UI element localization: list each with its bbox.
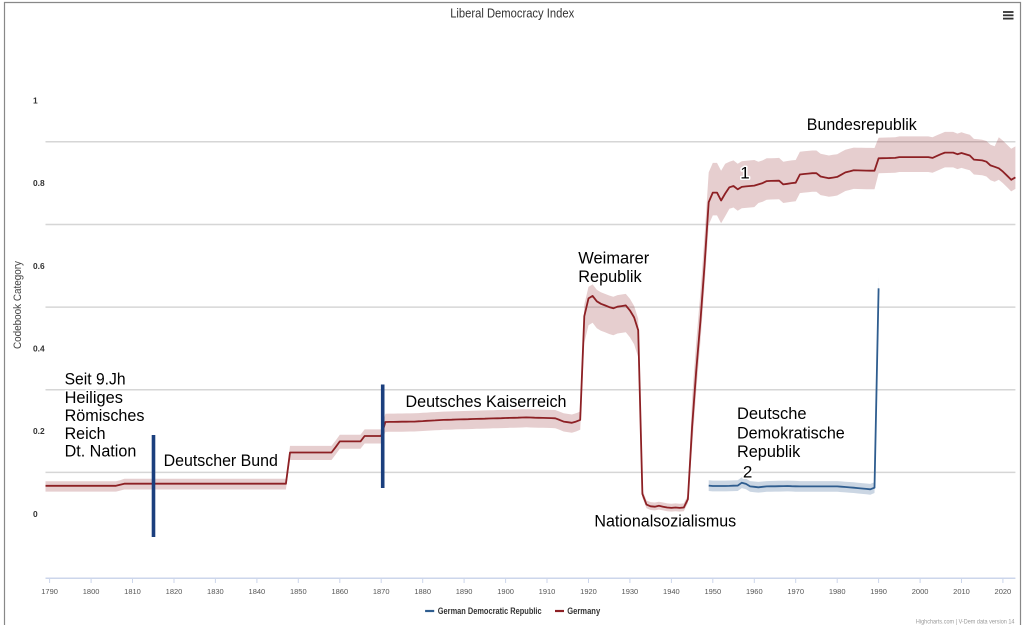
svg-text:Codebook Category: Codebook Category <box>12 261 24 349</box>
svg-text:1800: 1800 <box>83 587 100 596</box>
svg-text:Römisches: Römisches <box>65 406 145 425</box>
svg-text:1960: 1960 <box>746 587 763 596</box>
svg-text:German Democratic Republic: German Democratic Republic <box>438 606 542 616</box>
svg-text:Liberal Democracy Index: Liberal Democracy Index <box>450 7 575 21</box>
svg-text:1890: 1890 <box>456 587 473 596</box>
svg-text:Dt. Nation: Dt. Nation <box>65 441 137 460</box>
svg-text:2020: 2020 <box>995 587 1012 596</box>
svg-text:Germany: Germany <box>567 606 600 616</box>
svg-text:1940: 1940 <box>663 587 680 596</box>
svg-text:1900: 1900 <box>497 587 514 596</box>
svg-text:2: 2 <box>743 463 752 482</box>
svg-text:Seit 9.Jh: Seit 9.Jh <box>65 370 126 389</box>
svg-text:1980: 1980 <box>829 587 846 596</box>
svg-text:Deutscher Bund: Deutscher Bund <box>164 451 278 470</box>
svg-text:1860: 1860 <box>331 587 348 596</box>
svg-text:0.8: 0.8 <box>33 178 45 188</box>
svg-text:1790: 1790 <box>41 587 58 596</box>
svg-text:0.4: 0.4 <box>33 344 45 354</box>
svg-text:Republik: Republik <box>578 267 642 286</box>
svg-text:Highcharts.com | V-Dem data ve: Highcharts.com | V-Dem data version 14 <box>916 619 1015 626</box>
svg-text:Deutsches Kaiserreich: Deutsches Kaiserreich <box>406 392 567 411</box>
svg-text:2000: 2000 <box>912 587 929 596</box>
svg-text:1920: 1920 <box>580 587 597 596</box>
svg-text:1810: 1810 <box>124 587 141 596</box>
svg-text:1910: 1910 <box>539 587 556 596</box>
svg-text:1830: 1830 <box>207 587 224 596</box>
svg-text:1950: 1950 <box>704 587 721 596</box>
svg-text:1970: 1970 <box>787 587 804 596</box>
svg-text:Reich: Reich <box>65 424 106 443</box>
svg-text:Deutsche: Deutsche <box>737 404 807 423</box>
svg-text:0.2: 0.2 <box>33 426 45 436</box>
svg-text:Heiliges: Heiliges <box>65 388 123 407</box>
svg-text:1: 1 <box>740 164 749 183</box>
svg-text:Nationalsozialismus: Nationalsozialismus <box>594 512 736 531</box>
svg-text:Demokratische: Demokratische <box>737 424 845 443</box>
svg-text:1820: 1820 <box>166 587 183 596</box>
svg-text:Republik: Republik <box>737 442 801 461</box>
svg-text:0: 0 <box>33 509 38 519</box>
svg-text:0.6: 0.6 <box>33 261 45 271</box>
svg-text:Bundesrepublik: Bundesrepublik <box>807 115 917 134</box>
svg-text:Weimarer: Weimarer <box>578 249 649 268</box>
svg-text:1850: 1850 <box>290 587 307 596</box>
svg-text:1880: 1880 <box>414 587 431 596</box>
svg-text:1870: 1870 <box>373 587 390 596</box>
svg-text:1: 1 <box>33 96 38 106</box>
svg-text:1930: 1930 <box>622 587 639 596</box>
svg-text:2010: 2010 <box>953 587 970 596</box>
svg-text:1990: 1990 <box>870 587 887 596</box>
svg-text:1840: 1840 <box>249 587 266 596</box>
